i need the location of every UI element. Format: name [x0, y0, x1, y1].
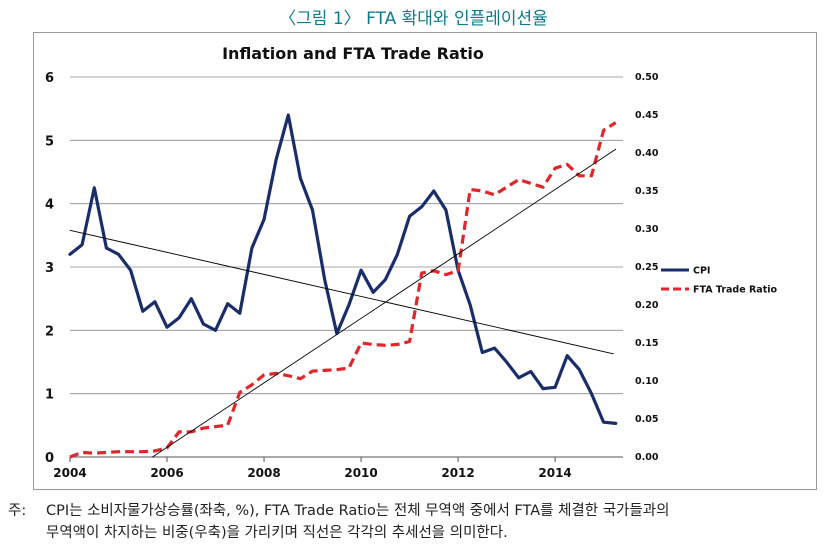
chart-svg: Inflation and FTA Trade Ratio 0 1 2 3 4 5 6 0.00… — [33, 32, 817, 490]
chart-frame: Inflation and FTA Trade Ratio 0 1 2 3 4 5 6 0.00… — [33, 32, 817, 490]
x-tick-label: 2014 — [538, 466, 571, 480]
chart-title: Inflation and FTA Trade Ratio — [222, 44, 484, 63]
y-right-tick-label: 0.25 — [635, 262, 658, 273]
series-line-cpi — [68, 113, 618, 425]
figure-caption: 〈그림 1〉 FTA 확대와 인플레이션율 — [279, 9, 548, 29]
legend-label-fta: FTA Trade Ratio — [693, 285, 777, 296]
y-right-tick-label: 0.40 — [635, 148, 659, 159]
y-right-tick-label: 0.50 — [635, 72, 659, 83]
legend-label-cpi: CPI — [693, 266, 710, 277]
x-tick-label: 2012 — [441, 466, 474, 480]
trend-line — [69, 229, 614, 355]
y-right-tick-label: 0.30 — [635, 224, 659, 235]
x-tick-label: 2004 — [53, 466, 86, 480]
y-right-tick-label: 0.00 — [635, 452, 659, 463]
y-left-tick-label: 1 — [45, 388, 54, 403]
y-left-tick-label: 0 — [45, 451, 54, 466]
x-tick-label: 2008 — [247, 466, 280, 480]
note-body: CPI는 소비자물가상승률(좌축, %), FTA Trade Ratio는 전… — [46, 500, 818, 544]
note-line-1: CPI는 소비자물가상승률(좌축, %), FTA Trade Ratio는 전… — [46, 503, 670, 519]
trend-line — [152, 148, 617, 458]
chart-border — [33, 32, 817, 490]
y-left-tick-label: 4 — [45, 198, 54, 213]
y-right-tick-label: 0.45 — [635, 110, 658, 121]
y-left-tick-label: 5 — [45, 134, 54, 149]
y-left-tick-label: 6 — [45, 71, 54, 86]
y-right-tick-label: 0.35 — [635, 186, 658, 197]
x-tick-label: 2010 — [344, 466, 377, 480]
x-tick-label: 2006 — [150, 466, 183, 480]
y-left-tick-label: 3 — [45, 261, 54, 276]
y-right-tick-label: 0.15 — [635, 338, 658, 349]
note-line-2: 무역액이 차지하는 비중(우축)을 가리키며 직선은 각각의 추세선을 의미한다… — [46, 525, 508, 541]
y-right-tick-label: 0.20 — [635, 300, 659, 311]
note-label: 주: — [8, 503, 27, 519]
y-left-tick-label: 2 — [45, 324, 54, 339]
y-right-tick-label: 0.10 — [635, 376, 659, 387]
series-line-fta-trade-ratio — [69, 121, 617, 459]
y-right-tick-label: 0.05 — [635, 414, 658, 425]
